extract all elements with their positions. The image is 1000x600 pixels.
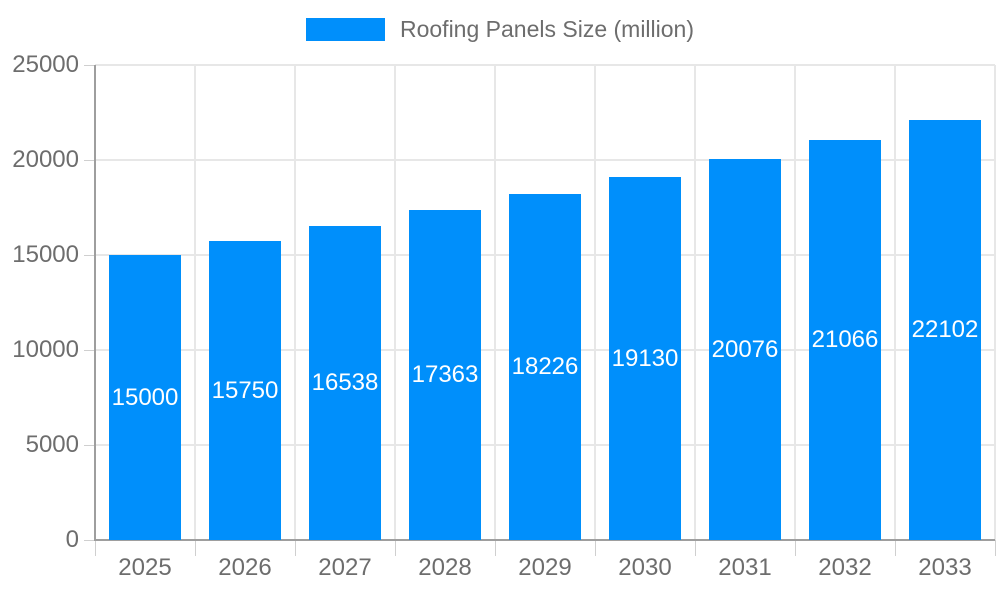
bar-value-label: 17363 [411,361,479,388]
x-axis-category-label: 2033 [918,554,972,581]
x-tick [495,540,496,556]
bar[interactable] [409,210,481,540]
x-tick [995,540,996,556]
v-gridline [694,65,696,540]
bar[interactable] [109,255,181,540]
y-axis-tick-label: 15000 [12,241,79,268]
v-gridline [294,65,296,540]
v-gridline [194,65,196,540]
x-tick [895,540,896,556]
bar-value-label: 15750 [211,377,279,404]
bar[interactable] [609,177,681,540]
x-axis-category-label: 2032 [818,554,872,581]
x-axis-category-label: 2025 [118,554,172,581]
y-tick [84,350,95,351]
x-tick [695,540,696,556]
y-tick [84,540,95,541]
y-axis-tick-label: 5000 [25,431,79,458]
y-axis-line [94,65,96,541]
x-tick [395,540,396,556]
h-gridline [95,159,995,161]
x-tick [95,540,96,556]
x-axis-category-label: 2028 [418,554,472,581]
bar-value-label: 18226 [511,353,579,380]
x-axis-category-label: 2027 [318,554,372,581]
x-axis-category-label: 2030 [618,554,672,581]
bar-value-label: 16538 [311,369,379,396]
x-axis-category-label: 2031 [718,554,772,581]
bar[interactable] [209,241,281,540]
v-gridline [894,65,896,540]
bar-value-label: 15000 [111,384,179,411]
h-gridline [95,64,995,66]
x-tick [195,540,196,556]
y-tick [84,65,95,66]
bar[interactable] [809,140,881,540]
y-axis-tick-label: 25000 [12,51,79,78]
y-tick [84,160,95,161]
y-axis-tick-label: 10000 [12,336,79,363]
bar-value-label: 21066 [811,326,879,353]
x-axis-category-label: 2026 [218,554,272,581]
y-tick [84,445,95,446]
y-tick [84,255,95,256]
bar[interactable] [309,226,381,540]
x-axis-line [95,539,995,541]
bar-value-label: 20076 [711,336,779,363]
bar-value-label: 19130 [611,345,679,372]
v-gridline [594,65,596,540]
legend-swatch [305,18,385,41]
v-gridline [794,65,796,540]
legend-item[interactable]: Roofing Panels Size (million) [0,18,1000,41]
x-tick [295,540,296,556]
v-gridline [994,65,996,540]
x-tick [795,540,796,556]
v-gridline [494,65,496,540]
bar-value-label: 22102 [911,316,979,343]
x-axis-category-label: 2029 [518,554,572,581]
bar[interactable] [509,194,581,540]
x-tick [595,540,596,556]
bar[interactable] [909,120,981,540]
bar[interactable] [709,159,781,540]
y-axis-tick-label: 20000 [12,146,79,173]
legend-label: Roofing Panels Size (million) [399,16,694,42]
y-axis-tick-label: 0 [65,526,79,553]
v-gridline [394,65,396,540]
